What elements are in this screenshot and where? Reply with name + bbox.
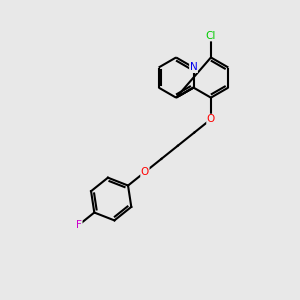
Text: N: N [190,62,197,73]
Text: O: O [141,167,149,177]
Text: Cl: Cl [206,31,216,41]
Text: O: O [207,114,215,124]
Text: F: F [76,220,82,230]
